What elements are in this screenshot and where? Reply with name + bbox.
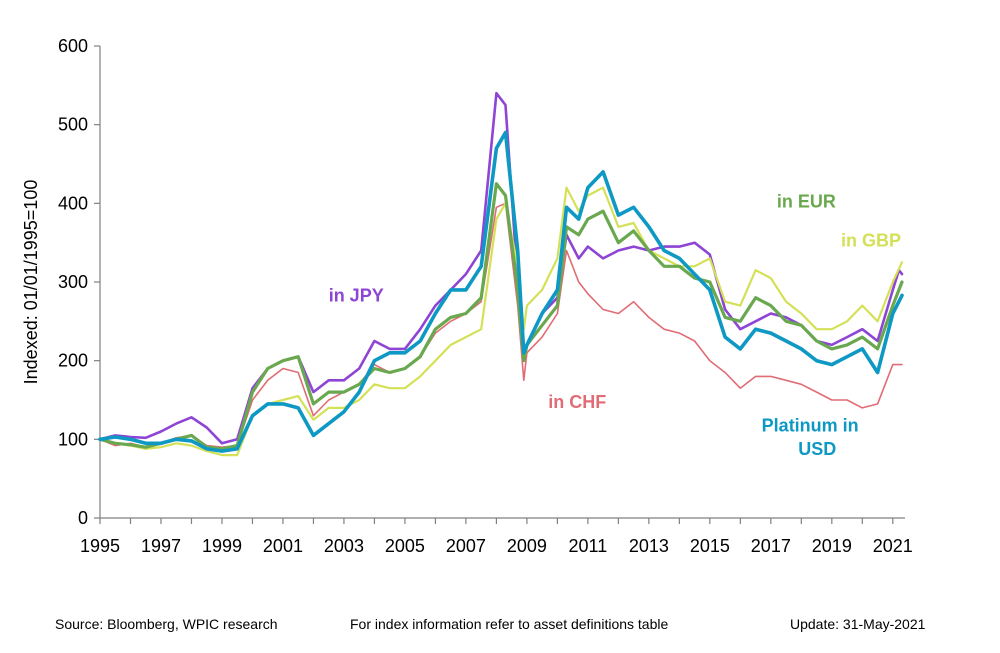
series-line-in-chf (99, 202, 903, 449)
x-tick-label: 2013 (629, 536, 669, 556)
x-tick-label: 2019 (812, 536, 852, 556)
y-tick-label: 600 (58, 36, 88, 56)
x-tick-label: 1999 (202, 536, 242, 556)
x-tick-label: 2021 (873, 536, 913, 556)
y-tick-label: 300 (58, 272, 88, 292)
x-tick-label: 2017 (751, 536, 791, 556)
footer-update: Update: 31-May-2021 (790, 616, 926, 632)
series-label: Platinum in (762, 415, 859, 435)
x-tick-label: 2007 (446, 536, 486, 556)
series-label: in CHF (548, 392, 606, 412)
chart: 0 100 200 300 400 500 600 1995 1997 1999 2001 2003 2… (21, 36, 913, 556)
axes: 0 100 200 300 400 500 600 1995 1997 1999 2001 2003 2… (58, 36, 913, 556)
x-tick-label: 2001 (263, 536, 303, 556)
y-axis-label: Indexed: 01/01/1995=100 (21, 180, 41, 385)
series-label: in GBP (841, 231, 901, 251)
series-label: in JPY (329, 286, 384, 306)
x-tick-label: 2005 (385, 536, 425, 556)
y-tick-label: 400 (58, 193, 88, 213)
footer-source: Source: Bloomberg, WPIC research (55, 616, 278, 632)
x-tick-label: 1995 (80, 536, 120, 556)
x-tick-label: 2009 (507, 536, 547, 556)
series-layer (98, 91, 904, 457)
x-tick-label: 2003 (324, 536, 364, 556)
series-label: in EUR (777, 191, 836, 211)
y-tick-label: 0 (78, 508, 88, 528)
series-line-platinum-in-usd (98, 130, 904, 453)
y-tick-label: 200 (58, 351, 88, 371)
series-line-in-eur (98, 182, 904, 451)
y-tick-label: 500 (58, 115, 88, 135)
x-tick-label: 2011 (569, 536, 608, 556)
series-line-in-jpy (98, 91, 904, 445)
series-label: USD (798, 439, 836, 459)
x-tick-label: 2015 (690, 536, 730, 556)
y-tick-label: 100 (58, 429, 88, 449)
x-tick-label: 1997 (141, 536, 181, 556)
footer-note: For index information refer to asset def… (350, 616, 669, 632)
